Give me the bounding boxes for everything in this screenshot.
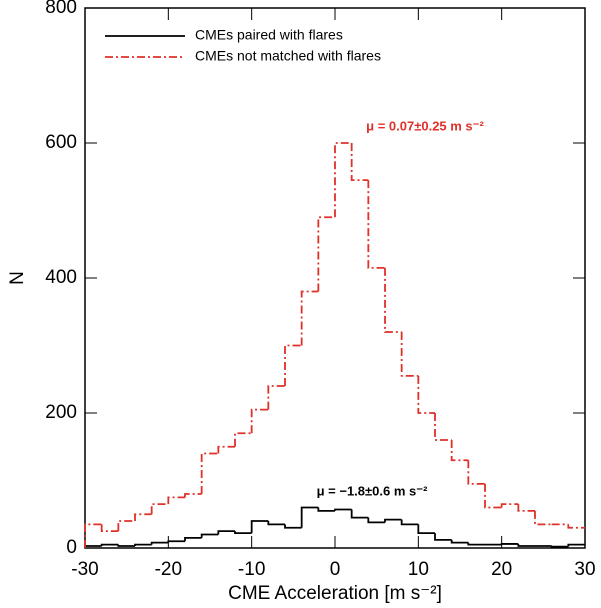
histogram-step xyxy=(434,533,452,541)
histogram-step xyxy=(367,180,385,269)
histogram-step xyxy=(484,483,502,509)
x-tick-label: 10 xyxy=(408,559,429,580)
histogram-step xyxy=(100,524,119,533)
y-tick-label: 800 xyxy=(45,0,77,18)
y-tick-label: 0 xyxy=(66,537,77,558)
histogram-step xyxy=(300,290,319,346)
histogram-step xyxy=(400,332,419,377)
histogram-step xyxy=(117,544,135,547)
histogram-step xyxy=(517,543,535,547)
histogram-step xyxy=(284,524,302,529)
histogram-step xyxy=(350,509,369,519)
histogram-step xyxy=(184,536,202,542)
histogram-step xyxy=(134,543,152,546)
histogram-step xyxy=(217,445,235,454)
annotation: μ = 0.07±0.25 m s⁻² xyxy=(366,118,484,133)
x-tick-label: -20 xyxy=(155,559,182,580)
histogram-step xyxy=(334,142,352,218)
histogram-step xyxy=(500,503,519,508)
histogram-step xyxy=(317,507,335,512)
x-tick-label: 0 xyxy=(330,559,341,580)
annotation: μ = −1.8±0.6 m s⁻² xyxy=(317,483,429,498)
histogram-step xyxy=(450,440,469,462)
x-tick-label: -10 xyxy=(238,559,265,580)
histogram-step xyxy=(517,504,535,512)
histogram-step xyxy=(384,518,402,523)
histogram-step xyxy=(367,517,385,524)
legend-label: CMEs paired with flares xyxy=(195,27,343,43)
histogram-step xyxy=(84,523,102,548)
x-tick-label: -30 xyxy=(71,559,98,580)
x-tick-label: 20 xyxy=(491,559,512,580)
legend-label: CMEs not matched with flares xyxy=(195,48,381,64)
histogram-step xyxy=(350,143,369,182)
histogram-step xyxy=(417,524,435,535)
histogram-step xyxy=(184,493,202,498)
histogram-step xyxy=(567,524,585,529)
histogram-step xyxy=(134,513,152,521)
histogram-step xyxy=(167,540,185,543)
y-tick-label: 400 xyxy=(45,267,77,288)
histogram-step xyxy=(400,519,419,526)
y-axis-label: N xyxy=(7,271,28,285)
histogram-step xyxy=(284,344,302,386)
x-tick-label: 30 xyxy=(574,559,595,580)
histogram-step xyxy=(267,521,285,526)
histogram-step xyxy=(167,496,185,505)
histogram-step xyxy=(117,520,135,532)
histogram-step xyxy=(317,216,335,292)
x-axis-label: CME Acceleration [m s⁻²] xyxy=(228,583,442,604)
plot-frame xyxy=(84,7,586,549)
histogram-step xyxy=(500,543,519,545)
histogram-step xyxy=(417,375,435,414)
y-tick-label: 200 xyxy=(45,402,77,423)
histogram-step xyxy=(200,533,219,538)
y-tick-label: 600 xyxy=(45,132,77,153)
histogram-step xyxy=(534,510,552,526)
histogram-step xyxy=(550,545,569,548)
histogram-step xyxy=(384,267,402,333)
histogram-step xyxy=(334,508,352,511)
histogram-step xyxy=(434,413,452,441)
histogram-step xyxy=(467,542,485,546)
histogram-step xyxy=(100,543,119,546)
histogram-step xyxy=(150,503,169,515)
histogram-step xyxy=(234,432,252,447)
histogram-step xyxy=(217,530,235,535)
histogram-step xyxy=(200,452,219,494)
histogram-step xyxy=(467,460,485,485)
histogram-step xyxy=(150,541,169,545)
histogram-step xyxy=(250,520,269,534)
histogram-step xyxy=(300,506,319,528)
histogram-step xyxy=(234,531,252,535)
histogram-step xyxy=(450,539,469,544)
histogram-step xyxy=(267,385,285,410)
histogram-step xyxy=(250,408,269,434)
histogram-step xyxy=(567,543,585,547)
